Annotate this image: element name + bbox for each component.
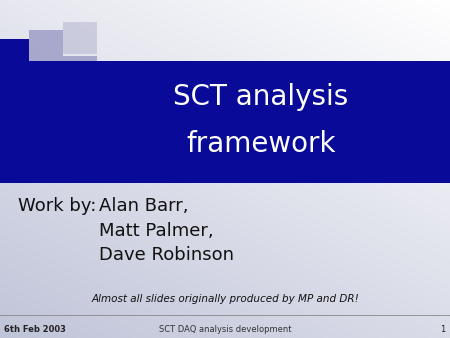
Bar — [0, 73, 29, 112]
Bar — [0, 39, 29, 71]
Text: Matt Palmer,: Matt Palmer, — [99, 221, 214, 240]
Text: SCT analysis: SCT analysis — [173, 83, 349, 111]
Text: Almost all slides originally produced by MP and DR!: Almost all slides originally produced by… — [91, 294, 359, 304]
Bar — [29, 108, 63, 144]
Text: Alan Barr,: Alan Barr, — [99, 197, 189, 215]
Bar — [63, 56, 97, 95]
Bar — [0, 113, 29, 149]
Text: 6th Feb 2003: 6th Feb 2003 — [4, 325, 67, 334]
Text: 1: 1 — [440, 325, 445, 334]
Text: Dave Robinson: Dave Robinson — [99, 246, 234, 264]
Text: SCT DAQ analysis development: SCT DAQ analysis development — [159, 325, 291, 334]
Bar — [0, 61, 450, 183]
Bar — [29, 64, 63, 103]
Text: Work by:: Work by: — [18, 197, 96, 215]
Bar — [29, 30, 63, 63]
Bar — [63, 22, 97, 54]
Text: framework: framework — [186, 130, 336, 158]
